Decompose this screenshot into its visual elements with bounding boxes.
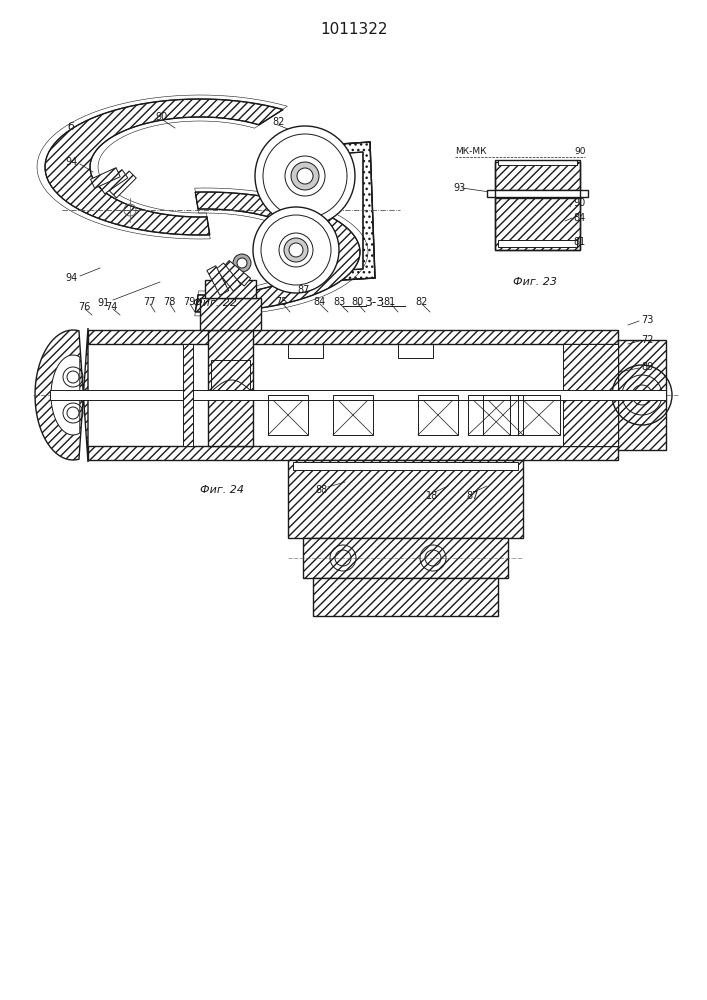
Bar — [313, 578, 498, 616]
Text: 80: 80 — [351, 297, 363, 307]
Text: 76: 76 — [78, 302, 90, 312]
Text: 18: 18 — [426, 491, 438, 501]
Bar — [418, 395, 458, 435]
Text: 90: 90 — [574, 147, 585, 156]
Circle shape — [289, 243, 303, 257]
Bar — [208, 330, 253, 446]
Bar — [200, 298, 261, 330]
Bar — [50, 390, 666, 400]
Circle shape — [279, 233, 313, 267]
Bar — [303, 538, 508, 578]
Text: 83: 83 — [333, 297, 345, 307]
Text: МК-МК: МК-МК — [455, 147, 486, 156]
Bar — [498, 160, 577, 165]
Bar — [223, 260, 251, 286]
Text: 82: 82 — [272, 117, 284, 127]
Bar — [268, 395, 308, 435]
Polygon shape — [35, 328, 88, 462]
Bar — [333, 395, 373, 435]
Text: 90: 90 — [155, 112, 168, 122]
Bar — [518, 395, 560, 435]
Bar — [468, 395, 510, 435]
Text: 94: 94 — [65, 273, 77, 283]
Text: 87: 87 — [297, 285, 310, 295]
Circle shape — [261, 215, 331, 285]
Text: 93: 93 — [453, 183, 465, 193]
Circle shape — [255, 126, 355, 226]
Bar — [100, 207, 116, 213]
Bar — [487, 190, 588, 197]
Bar — [211, 360, 250, 390]
Circle shape — [284, 238, 308, 262]
Circle shape — [297, 168, 313, 184]
Bar — [207, 266, 228, 295]
Text: Фиг. 23: Фиг. 23 — [513, 277, 557, 287]
Text: 73: 73 — [641, 315, 653, 325]
Circle shape — [233, 254, 251, 272]
Text: 90: 90 — [573, 198, 585, 208]
Text: 1011322: 1011322 — [320, 22, 387, 37]
Text: 87: 87 — [466, 491, 479, 501]
Text: 3-3: 3-3 — [364, 296, 384, 308]
Bar — [618, 340, 666, 450]
Polygon shape — [45, 99, 283, 235]
Bar — [288, 460, 523, 538]
Circle shape — [291, 162, 319, 190]
Text: 91: 91 — [97, 298, 110, 308]
Text: 88: 88 — [315, 485, 327, 495]
Bar — [563, 344, 618, 446]
Text: 81: 81 — [383, 297, 395, 307]
Text: 79: 79 — [183, 297, 195, 307]
Bar — [88, 446, 618, 460]
Text: 77: 77 — [143, 297, 156, 307]
Text: б: б — [67, 122, 74, 132]
Text: Фиг. 22: Фиг. 22 — [193, 298, 237, 308]
Text: 75: 75 — [275, 297, 288, 307]
Bar — [495, 162, 580, 190]
Text: Фиг. 24: Фиг. 24 — [200, 485, 244, 495]
Text: 72: 72 — [641, 335, 653, 345]
Text: 82: 82 — [415, 297, 427, 307]
Bar — [498, 240, 577, 247]
Text: 74: 74 — [105, 302, 117, 312]
Polygon shape — [51, 355, 80, 435]
Text: 94: 94 — [65, 157, 77, 167]
Circle shape — [263, 134, 347, 218]
Bar — [88, 330, 618, 344]
Bar — [216, 263, 241, 291]
Bar — [183, 344, 193, 446]
Text: 84: 84 — [573, 213, 585, 223]
Bar — [90, 168, 120, 188]
Circle shape — [253, 207, 339, 293]
Text: 84: 84 — [313, 297, 325, 307]
Bar — [205, 280, 256, 298]
Circle shape — [237, 258, 247, 268]
Polygon shape — [195, 192, 360, 312]
Bar — [293, 462, 518, 470]
Polygon shape — [295, 142, 375, 283]
Text: 89: 89 — [641, 362, 653, 372]
Bar — [483, 395, 523, 435]
Bar — [99, 170, 128, 194]
Text: 78: 78 — [163, 297, 175, 307]
Circle shape — [285, 156, 325, 196]
Bar — [495, 198, 580, 250]
Text: 81: 81 — [573, 237, 585, 247]
Bar — [398, 344, 433, 358]
Bar — [495, 160, 580, 250]
Bar — [110, 171, 136, 198]
Bar — [288, 344, 323, 358]
